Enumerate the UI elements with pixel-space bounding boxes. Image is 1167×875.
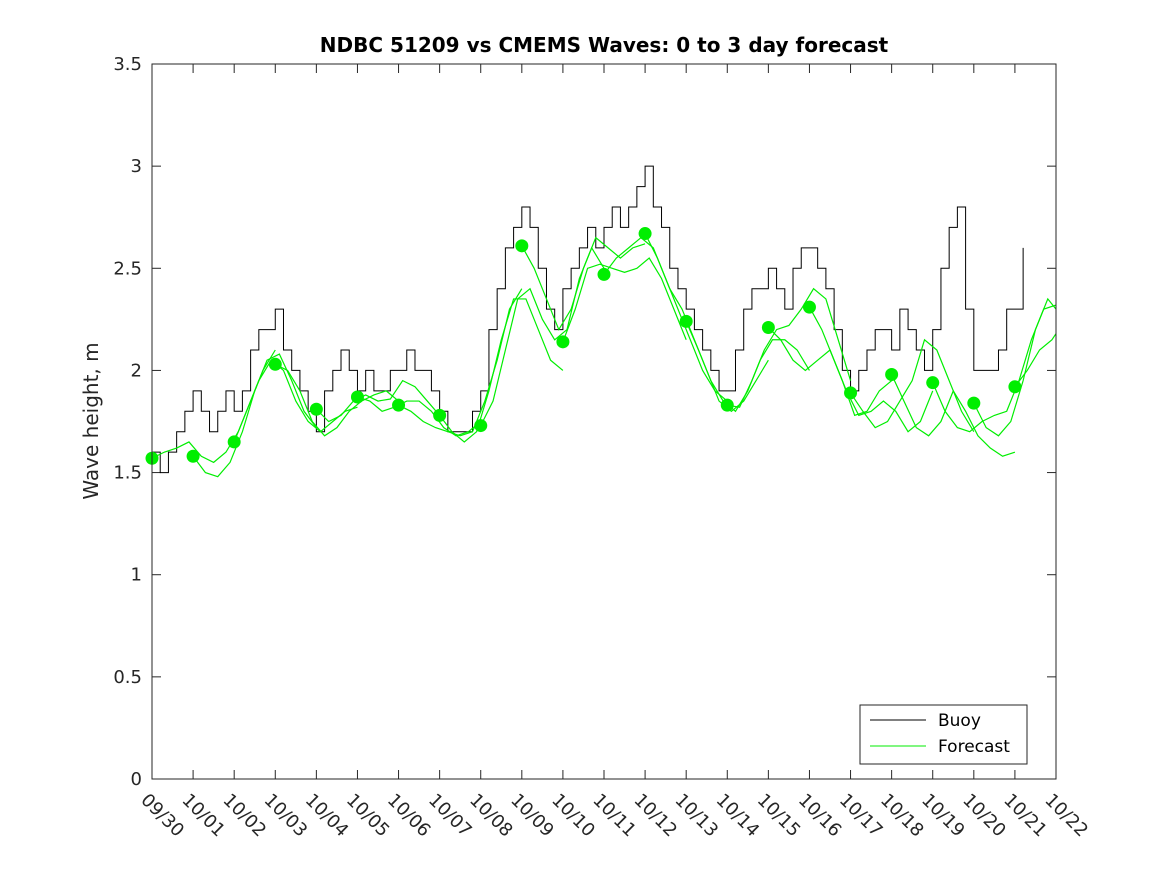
forecast-run-line bbox=[275, 363, 399, 437]
plot-frame bbox=[151, 63, 1057, 780]
forecast-initial-point bbox=[186, 449, 200, 463]
forecast-initial-point bbox=[844, 386, 858, 400]
forecast-run-line bbox=[808, 306, 934, 433]
forecast-initial-point bbox=[350, 390, 364, 404]
y-tick-label: 0.5 bbox=[113, 667, 142, 688]
forecast-initial-point bbox=[967, 396, 981, 410]
forecast-run-line bbox=[1014, 333, 1057, 388]
forecast-run-line bbox=[357, 396, 482, 437]
forecast-run-line bbox=[233, 359, 358, 443]
forecast-run-line bbox=[562, 257, 687, 343]
forecast-initial-point bbox=[761, 321, 775, 335]
y-axis-label: Wave height, m bbox=[79, 342, 103, 499]
forecast-initial-points bbox=[145, 227, 1022, 465]
forecast-run-line bbox=[315, 379, 441, 423]
legend-box bbox=[859, 704, 1028, 765]
forecast-run-line bbox=[891, 374, 1016, 457]
forecast-initial-point bbox=[1008, 380, 1022, 394]
y-tick-label: 3.5 bbox=[113, 54, 142, 75]
forecast-run-line bbox=[973, 297, 1057, 437]
forecast-run-line bbox=[521, 236, 646, 331]
forecast-initial-point bbox=[268, 357, 282, 371]
forecast-initial-point bbox=[885, 368, 899, 382]
chart-title: NDBC 51209 vs CMEMS Waves: 0 to 3 day fo… bbox=[320, 33, 889, 57]
y-tick-label: 1 bbox=[131, 565, 142, 586]
y-tick-label: 2.5 bbox=[113, 258, 142, 279]
forecast-initial-point bbox=[679, 314, 693, 328]
forecast-initial-point bbox=[309, 402, 323, 416]
forecast-initial-point bbox=[720, 398, 734, 412]
y-tick-label: 3 bbox=[131, 156, 142, 177]
forecast-initial-point bbox=[392, 398, 406, 412]
forecast-initial-point bbox=[597, 267, 611, 281]
y-tick-label: 2 bbox=[131, 360, 142, 381]
forecast-run-line bbox=[398, 288, 523, 437]
y-tick-label: 0 bbox=[131, 769, 142, 790]
forecast-run-line bbox=[727, 287, 852, 408]
forecast-initial-point bbox=[802, 300, 816, 314]
series-layer bbox=[151, 165, 1057, 478]
forecast-initial-point bbox=[433, 408, 447, 422]
forecast-run-line bbox=[439, 298, 564, 443]
legend-forecast-label: Forecast bbox=[938, 737, 1010, 757]
forecast-initial-point bbox=[638, 227, 652, 241]
forecast-initial-point bbox=[474, 419, 488, 433]
y-tick-label: 1.5 bbox=[113, 463, 142, 484]
buoy-line bbox=[152, 165, 1024, 474]
forecast-initial-point bbox=[926, 376, 940, 390]
forecast-initial-point bbox=[556, 335, 570, 349]
forecast-initial-point bbox=[227, 435, 241, 449]
plot-area bbox=[152, 64, 1056, 779]
legend-buoy-label: Buoy bbox=[938, 711, 981, 731]
legend: Buoy Forecast bbox=[859, 704, 1028, 765]
y-tick-labels: 0 0.5 1 1.5 2 2.5 3 3.5 bbox=[113, 54, 142, 790]
forecast-initial-point bbox=[515, 239, 529, 253]
